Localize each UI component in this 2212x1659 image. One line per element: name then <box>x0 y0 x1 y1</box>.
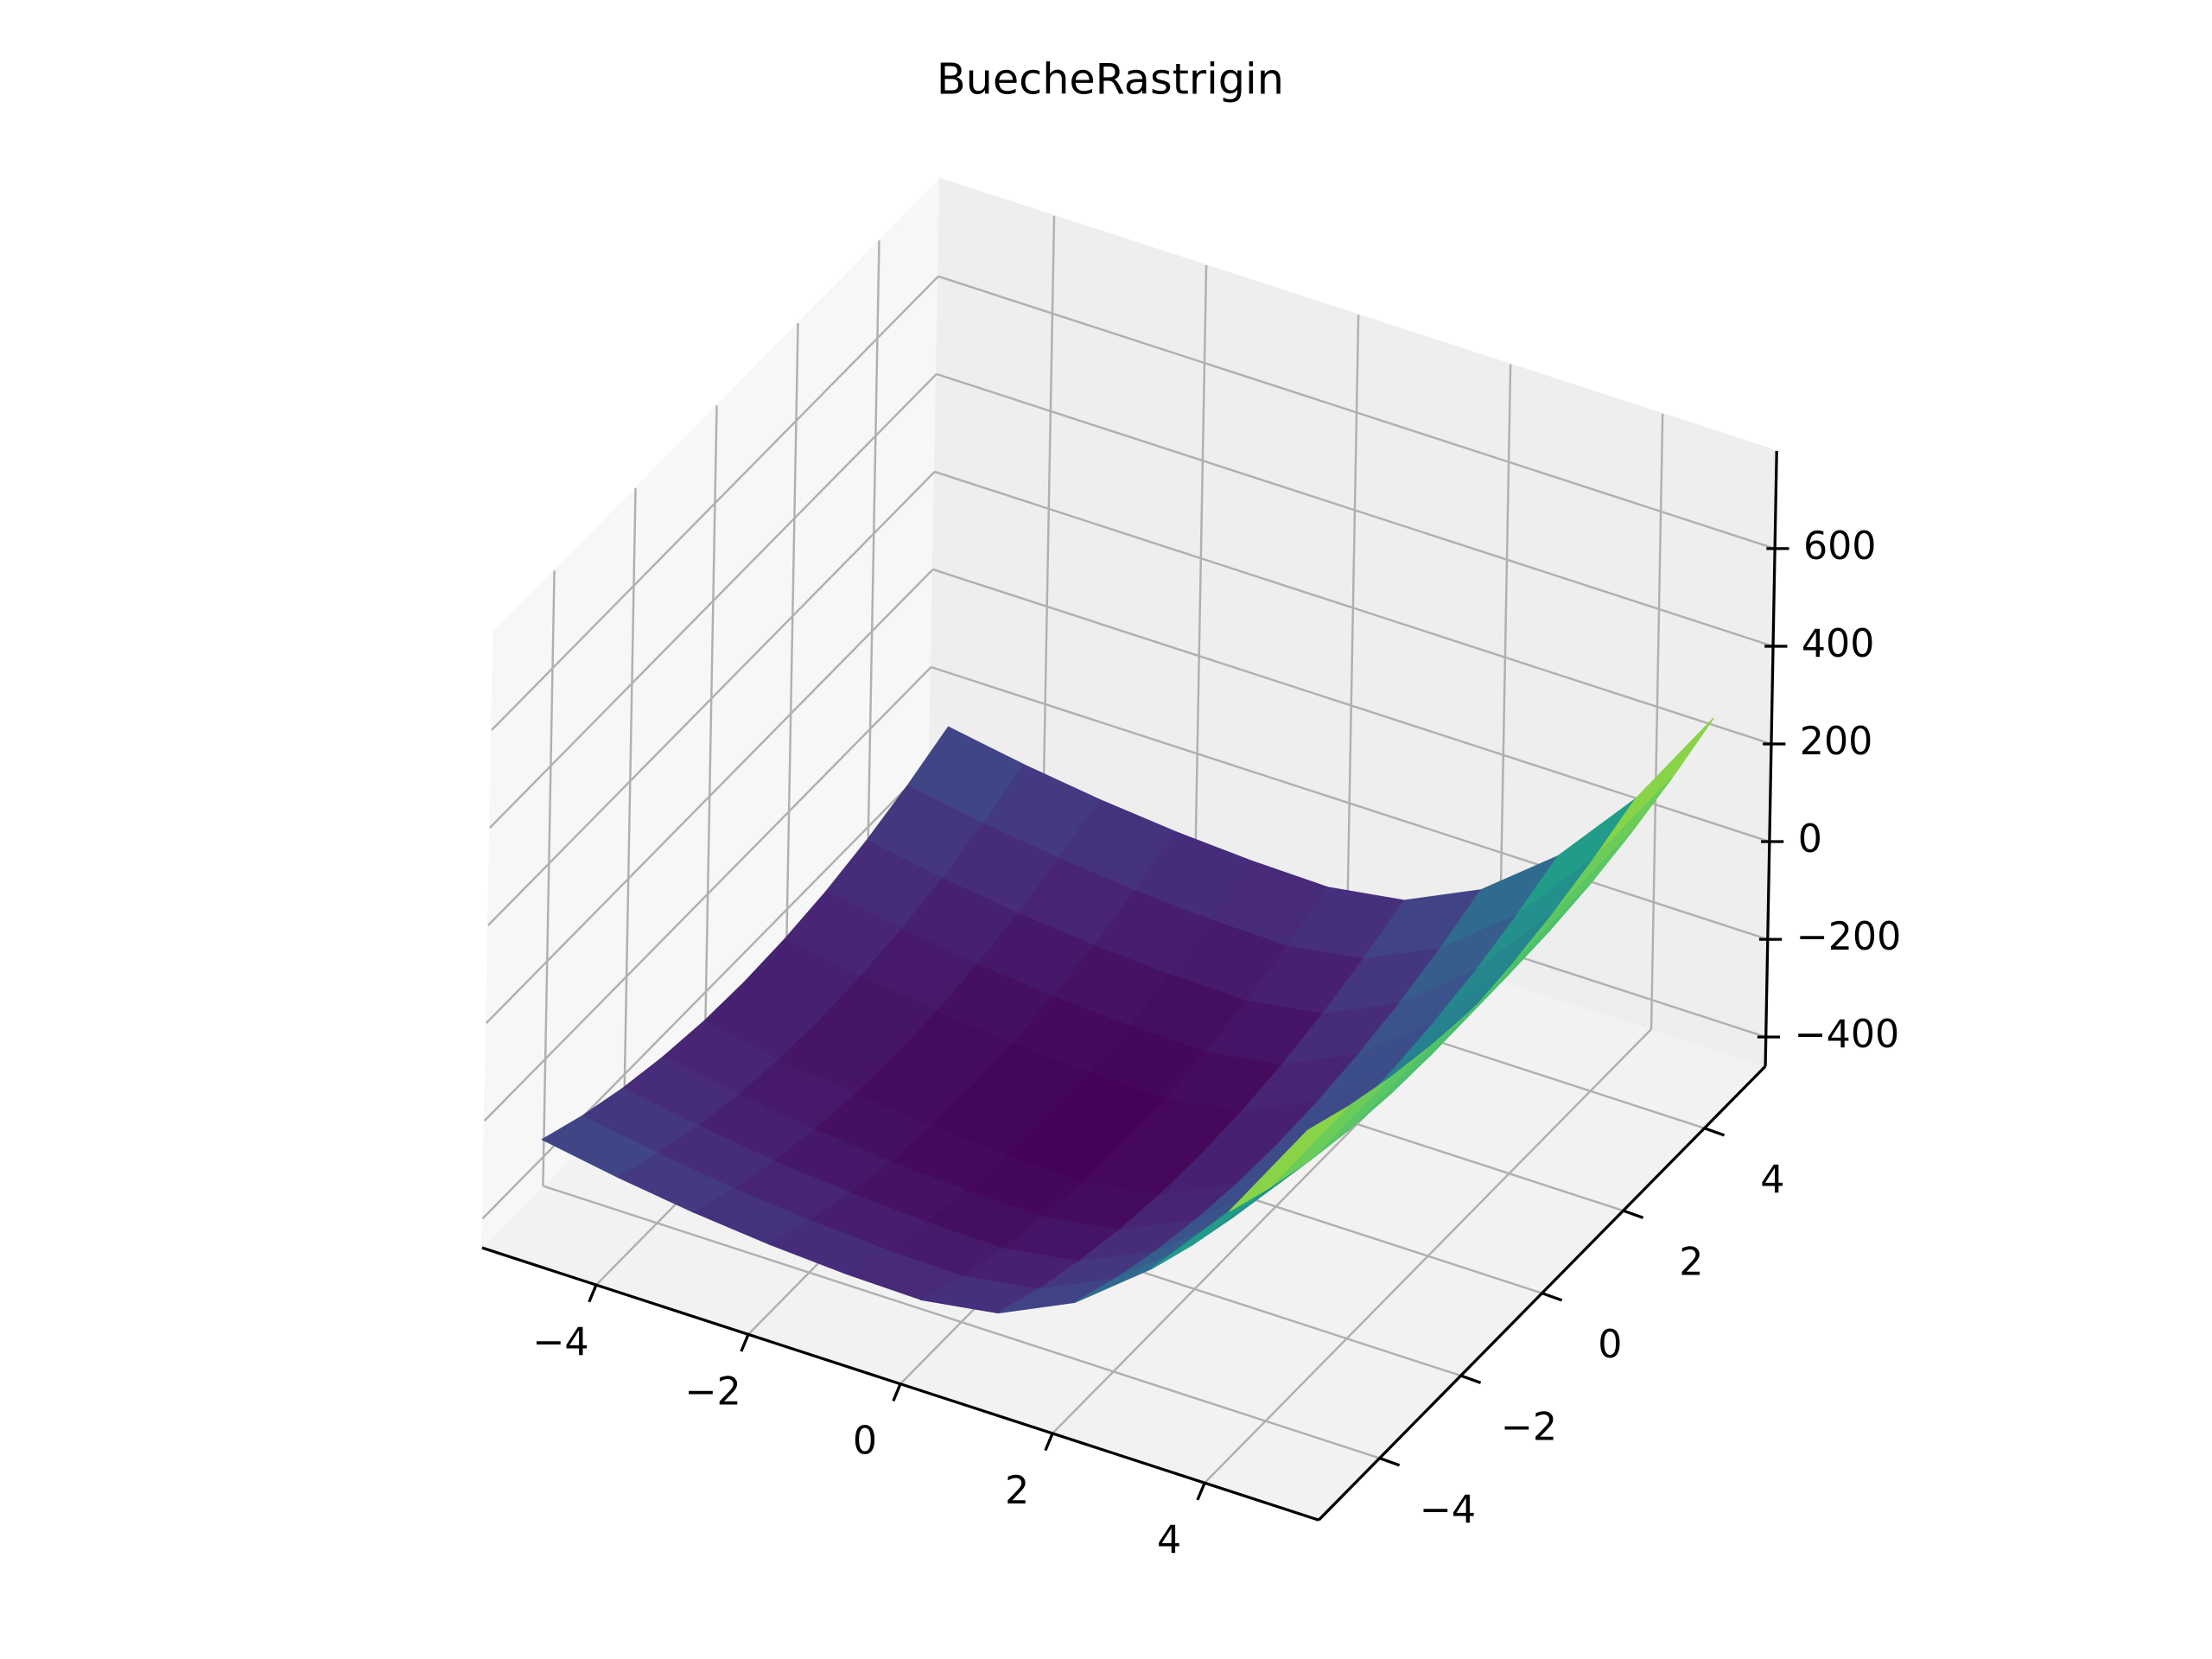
grid-line <box>543 1185 1381 1459</box>
x-tick <box>892 1383 902 1402</box>
z-tick-label: 400 <box>1802 622 1875 666</box>
y-tick <box>1704 1127 1726 1137</box>
grid-line <box>785 322 799 939</box>
x-tick-label: 0 <box>853 1420 877 1464</box>
surface-cell <box>1229 1106 1349 1212</box>
y-tick <box>1460 1374 1482 1384</box>
y-tick <box>1541 1292 1563 1302</box>
grid-line <box>867 240 880 856</box>
y-tick-label: −4 <box>1420 1488 1476 1532</box>
z-tick-label: −400 <box>1795 1013 1900 1057</box>
x-tick <box>588 1284 598 1303</box>
z-tick-label: 0 <box>1798 817 1822 861</box>
grid-line <box>1345 315 1360 931</box>
y-tick <box>1379 1457 1401 1467</box>
grid-line <box>704 405 718 1021</box>
x-tick <box>1044 1433 1054 1452</box>
x-tick <box>740 1333 750 1352</box>
grid-line <box>932 568 1770 843</box>
grid-line <box>486 471 936 926</box>
grid-line <box>936 372 1774 648</box>
x-tick-label: 2 <box>1005 1469 1029 1513</box>
grid-line <box>1041 215 1056 831</box>
x-tick-label: −2 <box>684 1370 741 1414</box>
y-tick <box>1623 1209 1644 1219</box>
z-tick-label: 600 <box>1803 524 1877 569</box>
z-tick-label: 200 <box>1800 720 1873 764</box>
x-tick <box>1196 1482 1206 1501</box>
axis-line <box>1764 450 1778 1067</box>
grid-line <box>938 275 1776 550</box>
grid-line <box>491 275 939 731</box>
grid-line <box>542 570 556 1186</box>
grid-line <box>931 665 1769 941</box>
x-tick-label: −4 <box>532 1320 588 1364</box>
y-tick-label: 0 <box>1598 1323 1622 1367</box>
grid-line <box>1649 413 1664 1030</box>
grid-line <box>623 487 637 1104</box>
grid-line <box>485 569 934 1024</box>
grid-line <box>934 470 1772 746</box>
grid-line <box>489 373 938 829</box>
chart-title: BuecheRastrigin <box>937 54 1284 105</box>
y-tick-label: 4 <box>1760 1158 1784 1202</box>
y-tick-label: −2 <box>1501 1405 1557 1449</box>
x-tick-label: 4 <box>1157 1518 1181 1562</box>
grid-line <box>1193 264 1208 881</box>
grid-line <box>1497 364 1512 980</box>
z-tick-label: −200 <box>1796 915 1902 959</box>
grid-line <box>483 666 932 1122</box>
y-tick-label: 2 <box>1679 1240 1703 1284</box>
